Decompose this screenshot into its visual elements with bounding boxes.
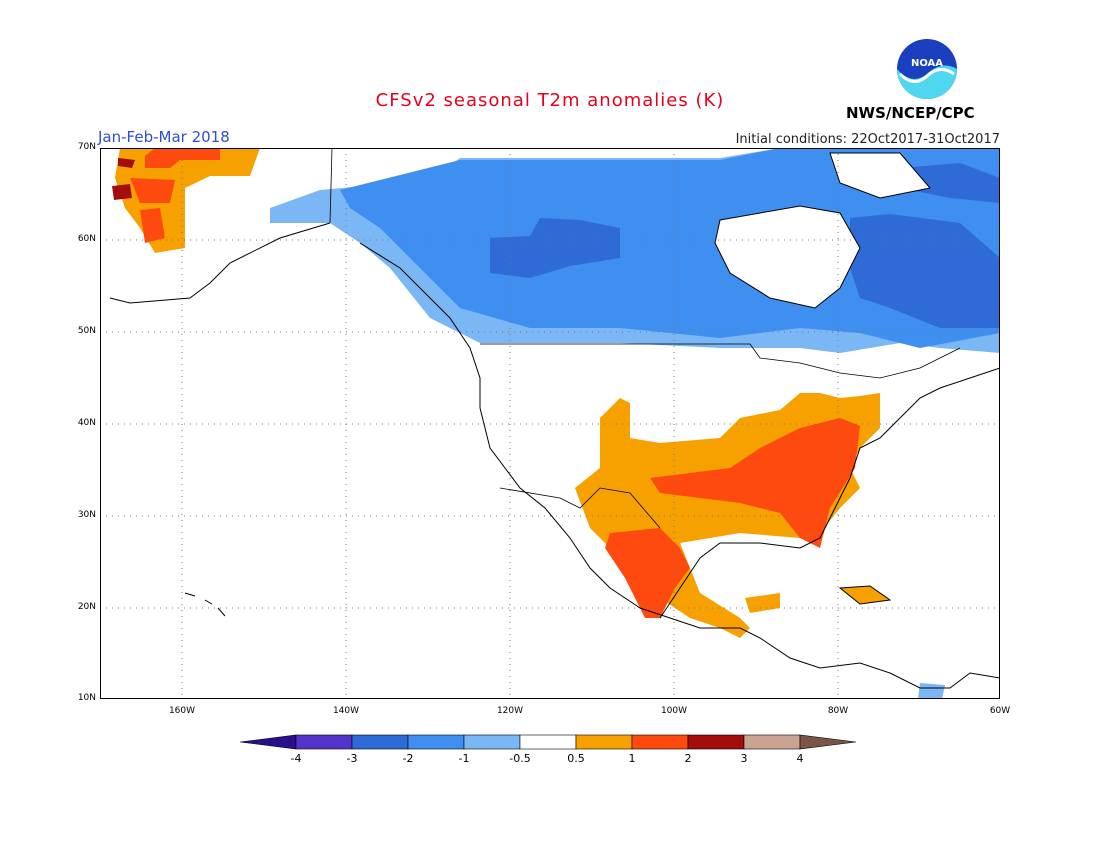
colorbar-arrow-low	[240, 734, 297, 750]
colorbar-segment	[463, 734, 521, 750]
initial-conditions: Initial conditions: 22Oct2017-31Oct2017	[735, 132, 1000, 147]
agency-label: NWS/NCEP/CPC	[846, 104, 975, 122]
colorbar-label: -1	[458, 752, 470, 765]
colorbar-segments	[240, 734, 857, 750]
anomaly-map	[100, 148, 1000, 699]
anomaly-dark-blue-arctic	[900, 163, 1000, 203]
lat-label-60n: 60N	[77, 234, 96, 244]
colorbar-label: 4	[796, 752, 804, 765]
colorbar	[240, 734, 857, 750]
colorbar-label: -0.5	[509, 752, 531, 765]
colorbar-segment	[575, 734, 633, 750]
chukotka-orange	[115, 148, 260, 253]
anomaly-red-southeast	[650, 418, 860, 548]
lon-label-120w: 120W	[496, 706, 524, 716]
political-borders	[329, 148, 961, 529]
colorbar-label: 2	[684, 752, 692, 765]
lat-label-50n: 50N	[77, 326, 96, 336]
graticule	[100, 148, 1000, 699]
map-title: CFSv2 seasonal T2m anomalies (K)	[375, 90, 725, 111]
chukotka-darkred	[112, 158, 135, 200]
colorbar-arrow-high	[799, 734, 857, 750]
lat-label-40n: 40N	[77, 418, 96, 428]
lon-label-60w: 60W	[989, 706, 1011, 716]
colorbar-label: 3	[740, 752, 748, 765]
colorbar-segment	[351, 734, 409, 750]
colorbar-segment	[295, 734, 353, 750]
anomaly-red-mexico	[605, 528, 690, 618]
cuba-orange	[840, 586, 890, 604]
colorbar-segment	[407, 734, 465, 750]
colorbar-label: 0.5	[567, 752, 585, 765]
lat-label-70n: 70N	[77, 142, 96, 152]
forecast-period: Jan-Feb-Mar 2018	[98, 128, 230, 146]
yucatan-orange	[745, 593, 780, 613]
colorbar-segment	[631, 734, 689, 750]
colorbar-label: -3	[346, 752, 358, 765]
lon-label-160w: 160W	[168, 706, 196, 716]
colorbar-label: -2	[402, 752, 414, 765]
colorbar-segment	[743, 734, 801, 750]
anomaly-dark-blue-hudson	[490, 218, 620, 278]
anomaly-dark-blue-quebec	[850, 214, 1000, 328]
colorbar-label: -4	[290, 752, 302, 765]
colorbar-segment	[687, 734, 745, 750]
anomaly-blue	[340, 148, 1000, 348]
greenland-white	[830, 153, 930, 198]
lon-label-80w: 80W	[827, 706, 849, 716]
greenland-blue-spot	[918, 683, 945, 699]
coastlines	[109, 152, 1000, 689]
lon-label-100w: 100W	[660, 706, 688, 716]
lat-label-30n: 30N	[77, 510, 96, 520]
hudson-bay-white	[715, 206, 860, 308]
lat-label-10n: 10N	[77, 693, 96, 703]
lon-label-140w: 140W	[332, 706, 360, 716]
colorbar-segment	[519, 734, 577, 750]
chukotka-red	[130, 148, 220, 243]
colorbar-label: 1	[628, 752, 636, 765]
noaa-logo: NOAA	[897, 39, 957, 99]
noaa-logo-text: NOAA	[911, 58, 943, 69]
lat-label-20n: 20N	[77, 602, 96, 612]
